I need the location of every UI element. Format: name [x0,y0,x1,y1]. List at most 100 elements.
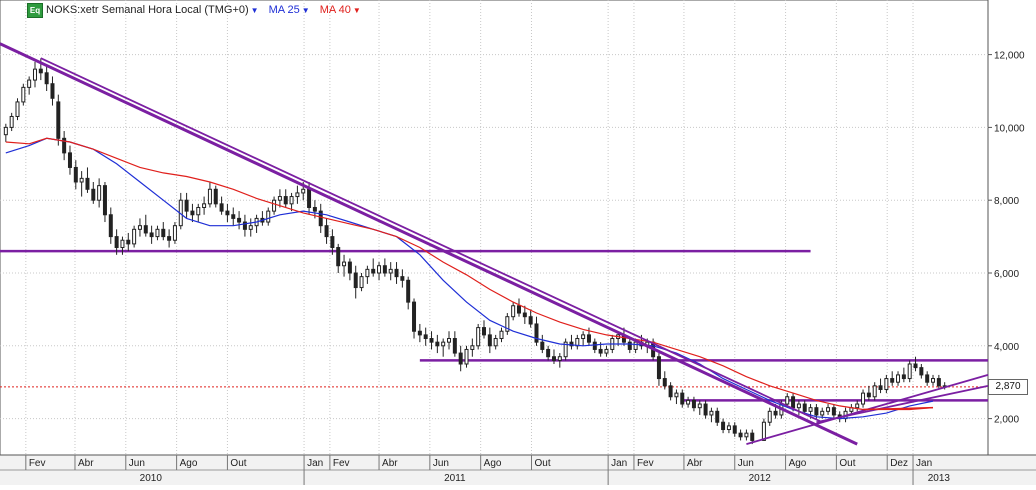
candle-body [324,225,329,238]
candle-body [447,338,452,343]
candle-body [674,392,679,398]
candle-body [388,268,393,274]
candle-body [802,403,807,412]
candle-body [691,399,696,409]
y-tick-label: 10,000 [994,123,1025,134]
candle-body [441,341,446,347]
year-label: 2012 [749,473,772,484]
series-line-ma25 [5,137,934,420]
candle-body [738,432,743,438]
candle-body [931,378,936,383]
candle-body [62,137,67,154]
candle-body [32,68,37,81]
symbol-dropdown-icon[interactable]: ▼ [250,6,259,15]
candle-body [412,301,417,332]
candle-body [277,196,282,201]
year-label: 2011 [444,473,466,484]
candle-body [826,407,831,412]
candle-body [668,385,673,398]
candle-body [791,396,796,409]
candle-body [814,407,819,416]
candle-body [592,341,597,350]
candle-body [225,210,230,216]
candle-body [715,410,720,423]
candle-body [598,348,603,354]
x-tick-label: Abr [687,458,703,469]
candle-body [546,348,551,358]
candle-body [866,392,871,398]
candle-body [132,228,137,245]
candle-body [901,374,906,380]
candle-body [604,348,609,354]
candle-body [289,196,294,205]
candle-body [219,203,224,212]
candle-body [586,334,591,343]
candle-body [353,272,358,289]
candle-body [896,374,901,383]
candle-body [913,363,918,369]
x-tick-label: Ago [180,458,198,469]
candle-body [458,352,463,365]
y-tick-label: 8,000 [994,196,1019,207]
symbol-label[interactable]: NOKS:xetr Semanal Hora Local (TMG+0) [46,4,249,16]
candle-body [563,341,568,358]
x-tick-label: Dez [890,458,908,469]
candle-body [499,330,504,340]
candle-body [697,403,702,409]
candle-body [108,214,113,238]
y-tick-label: 6,000 [994,269,1019,280]
ma40-dropdown-icon[interactable]: ▼ [352,6,361,15]
candle-body [330,236,335,249]
candle-body [137,225,142,230]
x-tick-label: Fev [29,458,46,469]
candle-body [213,188,218,205]
candle-body [406,279,411,303]
candle-body [155,228,160,238]
candle-body [202,203,207,208]
candle-body [680,392,685,405]
candle-body [365,268,370,278]
candle-body [919,367,924,376]
x-tick-label: Jan [611,458,627,469]
candle-body [342,261,347,267]
plot-frame [0,0,989,456]
candle-body [820,410,825,416]
candle-body [301,188,306,194]
candle-body [831,407,836,416]
candle-body [709,410,714,416]
candle-body [808,407,813,412]
candle-body [283,196,288,205]
candle-body [878,385,883,390]
candle-body [540,341,545,350]
candle-body [721,421,726,431]
candle-body [9,115,14,128]
candle-body [295,192,300,198]
year-label: 2013 [928,473,951,484]
x-tick-label: Fev [637,458,654,469]
candle-body [149,232,154,238]
trendline-long-downtrend [0,42,858,446]
candle-body [744,432,749,438]
candle-body [627,341,632,350]
ma25-dropdown-icon[interactable]: ▼ [301,6,310,15]
candle-body [307,188,312,208]
candle-body [925,374,930,383]
x-tick-label: Ago [789,458,807,469]
candle-body [732,425,737,434]
candle-body [97,185,102,201]
x-tick-label: Abr [382,458,398,469]
candle-body [551,356,556,361]
candle-body [861,392,866,405]
candle-body [3,126,8,136]
ma25-label[interactable]: MA 25 [268,4,300,16]
year-label: 2010 [140,473,163,484]
candle-body [242,221,247,230]
candle-body [312,206,317,212]
candle-body [493,338,498,347]
candle-body [534,323,539,343]
candle-body [581,334,586,340]
ma40-label[interactable]: MA 40 [319,4,351,16]
candle-body [476,327,481,347]
